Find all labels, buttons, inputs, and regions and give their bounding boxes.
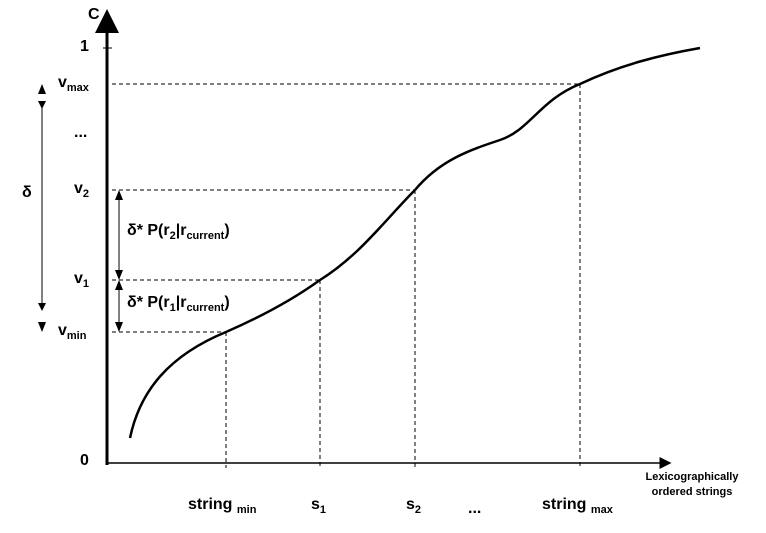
label-v-min: vmin: [58, 322, 87, 342]
label-v2: v2: [74, 180, 90, 200]
guide-lines: [112, 83, 581, 468]
interval2-label: δ* P(r2|rcurrent): [127, 222, 230, 242]
x-ellipsis: ...: [468, 500, 482, 517]
x-axis-label: Lexicographically ordered strings: [645, 471, 739, 498]
label-s1: s1: [311, 496, 327, 516]
label-string-max: string max: [542, 496, 613, 516]
y-axis-label: C: [88, 6, 100, 23]
cdf-curve: [128, 46, 701, 439]
label-s2: s2: [406, 496, 422, 516]
label-v1: v1: [74, 270, 90, 290]
tick-label-0: 0: [80, 452, 89, 469]
label-v-max: vmax: [58, 74, 89, 94]
y-ellipsis: ...: [74, 124, 88, 141]
delta-label: δ: [22, 184, 32, 201]
tick-label-1: 1: [80, 38, 89, 55]
interval1-label: δ* P(r1|rcurrent): [127, 294, 230, 314]
label-string-min: string min: [188, 496, 257, 516]
